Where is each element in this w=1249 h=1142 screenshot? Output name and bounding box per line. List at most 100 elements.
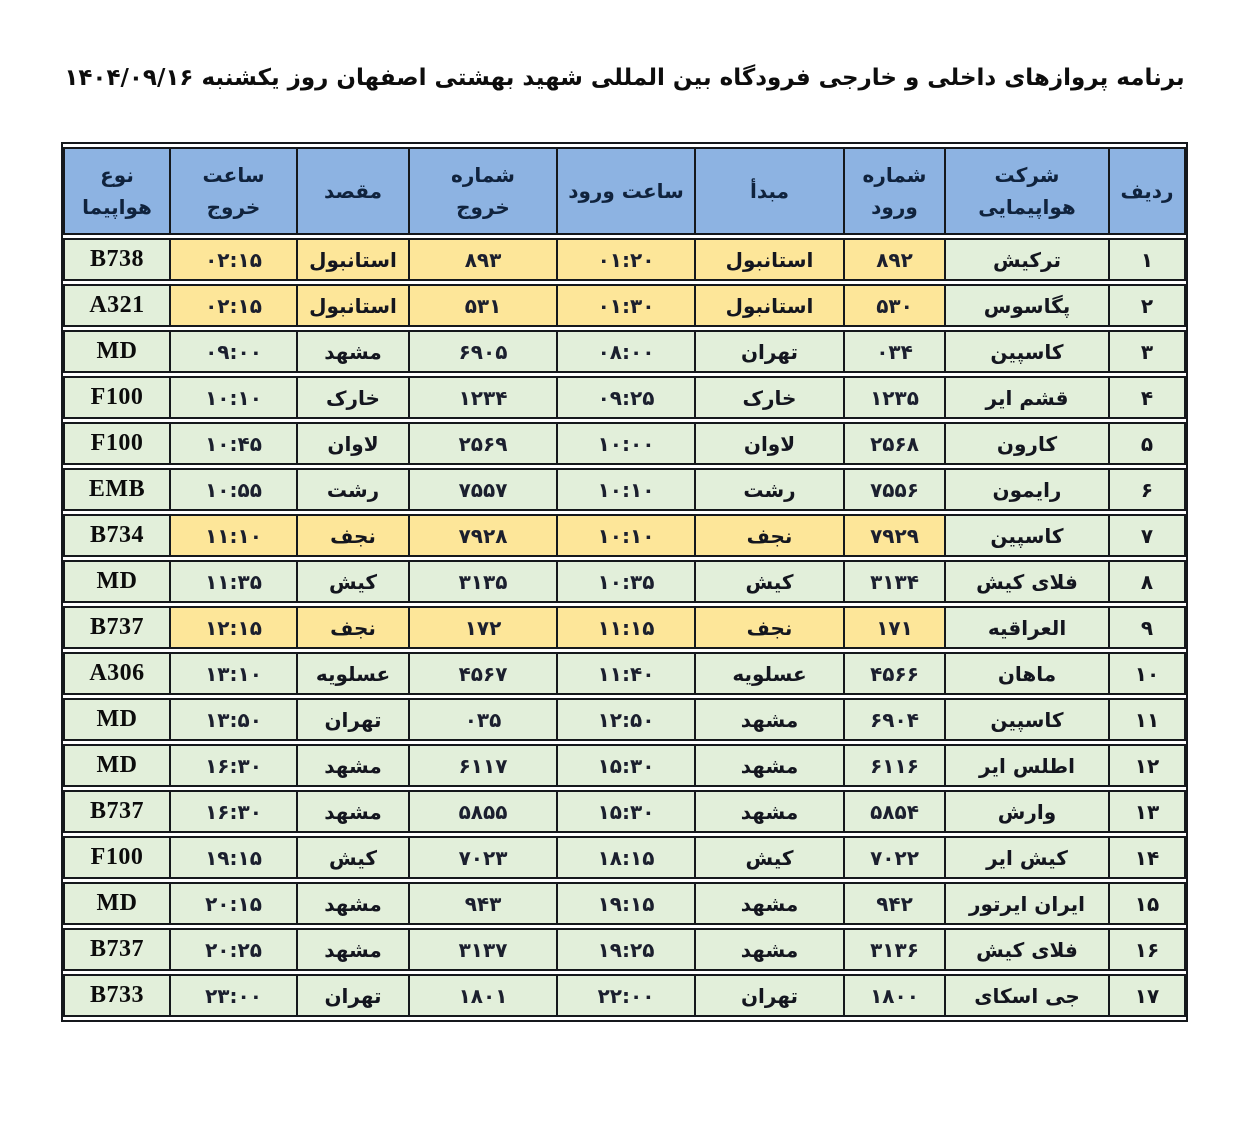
cell-airline: وارش bbox=[944, 790, 1108, 834]
cell-radif: ۱۶ bbox=[1108, 928, 1186, 972]
cell-arrival_no: ۶۹۰۴ bbox=[843, 698, 944, 742]
cell-departure_no: ۰۳۵ bbox=[408, 698, 556, 742]
cell-departure_no: ۱۲۳۴ bbox=[408, 376, 556, 420]
cell-radif: ۱۲ bbox=[1108, 744, 1186, 788]
flight-schedule-table: ردیف شرکت هواپیمایی شماره ورود مبدأ ساعت ورو… bbox=[63, 144, 1186, 1020]
flight-table-body: ۱ ترکیش ۸۹۲ استانبول ۰۱:۲۰ ۸۹۳ استانبول ۰۲:۱۵ B7… bbox=[63, 238, 1186, 1018]
cell-aircraft: MD bbox=[63, 882, 169, 926]
cell-departure_no: ۱۸۰۱ bbox=[408, 974, 556, 1018]
cell-aircraft: B737 bbox=[63, 928, 169, 972]
cell-airline: ماهان bbox=[944, 652, 1108, 696]
cell-arrival_time: ۱۰:۱۰ bbox=[556, 468, 694, 512]
cell-destination: تهران bbox=[296, 698, 408, 742]
column-header-departure_no: شماره خروج bbox=[408, 147, 556, 236]
cell-radif: ۸ bbox=[1108, 560, 1186, 604]
cell-origin: کیش bbox=[694, 836, 843, 880]
table-row: ۱۶ فلای کیش ۳۱۳۶ مشهد ۱۹:۲۵ ۳۱۳۷ مشهد ۲۰:۲۵ B737 bbox=[63, 928, 1186, 972]
cell-destination: مشهد bbox=[296, 928, 408, 972]
cell-airline: فلای کیش bbox=[944, 560, 1108, 604]
cell-radif: ۱۰ bbox=[1108, 652, 1186, 696]
cell-arrival_time: ۱۰:۰۰ bbox=[556, 422, 694, 466]
cell-aircraft: F100 bbox=[63, 836, 169, 880]
cell-departure_time: ۱۱:۱۰ bbox=[169, 514, 296, 558]
table-row: ۱۷ جی اسکای ۱۸۰۰ تهران ۲۲:۰۰ ۱۸۰۱ تهران ۲۳:۰۰ B7… bbox=[63, 974, 1186, 1018]
cell-arrival_time: ۱۱:۴۰ bbox=[556, 652, 694, 696]
cell-aircraft: B738 bbox=[63, 238, 169, 282]
cell-destination: کیش bbox=[296, 560, 408, 604]
cell-departure_time: ۱۰:۵۵ bbox=[169, 468, 296, 512]
cell-aircraft: B737 bbox=[63, 606, 169, 650]
cell-arrival_no: ۳۱۳۴ bbox=[843, 560, 944, 604]
cell-airline: رایمون bbox=[944, 468, 1108, 512]
cell-departure_time: ۱۶:۳۰ bbox=[169, 744, 296, 788]
table-row: ۱۳ وارش ۵۸۵۴ مشهد ۱۵:۳۰ ۵۸۵۵ مشهد ۱۶:۳۰ B737 bbox=[63, 790, 1186, 834]
table-row: ۱۵ ایران ایرتور ۹۴۲ مشهد ۱۹:۱۵ ۹۴۳ مشهد ۲۰:۱۵ MD bbox=[63, 882, 1186, 926]
cell-radif: ۹ bbox=[1108, 606, 1186, 650]
cell-airline: ترکیش bbox=[944, 238, 1108, 282]
cell-radif: ۵ bbox=[1108, 422, 1186, 466]
cell-departure_no: ۳۱۳۷ bbox=[408, 928, 556, 972]
cell-departure_no: ۹۴۳ bbox=[408, 882, 556, 926]
cell-aircraft: MD bbox=[63, 698, 169, 742]
cell-destination: مشهد bbox=[296, 790, 408, 834]
column-header-radif: ردیف bbox=[1108, 147, 1186, 236]
cell-destination: لاوان bbox=[296, 422, 408, 466]
cell-radif: ۱۵ bbox=[1108, 882, 1186, 926]
cell-departure_time: ۰۹:۰۰ bbox=[169, 330, 296, 374]
cell-arrival_time: ۱۲:۵۰ bbox=[556, 698, 694, 742]
column-header-departure_time: ساعت خروج bbox=[169, 147, 296, 236]
cell-radif: ۴ bbox=[1108, 376, 1186, 420]
cell-radif: ۲ bbox=[1108, 284, 1186, 328]
cell-radif: ۱۷ bbox=[1108, 974, 1186, 1018]
cell-destination: خارک bbox=[296, 376, 408, 420]
table-row: ۲ پگاسوس ۵۳۰ استانبول ۰۱:۳۰ ۵۳۱ استانبول ۰۲:۱۵ A… bbox=[63, 284, 1186, 328]
column-header-airline: شرکت هواپیمایی bbox=[944, 147, 1108, 236]
cell-departure_time: ۱۰:۱۰ bbox=[169, 376, 296, 420]
cell-departure_time: ۱۲:۱۵ bbox=[169, 606, 296, 650]
cell-departure_time: ۱۰:۴۵ bbox=[169, 422, 296, 466]
cell-arrival_no: ۵۳۰ bbox=[843, 284, 944, 328]
cell-radif: ۷ bbox=[1108, 514, 1186, 558]
cell-origin: استانبول bbox=[694, 238, 843, 282]
cell-aircraft: F100 bbox=[63, 376, 169, 420]
cell-destination: نجف bbox=[296, 606, 408, 650]
cell-arrival_no: ۷۰۲۲ bbox=[843, 836, 944, 880]
cell-airline: پگاسوس bbox=[944, 284, 1108, 328]
cell-arrival_time: ۱۰:۳۵ bbox=[556, 560, 694, 604]
cell-airline: قشم ایر bbox=[944, 376, 1108, 420]
cell-origin: مشهد bbox=[694, 928, 843, 972]
column-header-arrival_time: ساعت ورود bbox=[556, 147, 694, 236]
cell-departure_no: ۲۵۶۹ bbox=[408, 422, 556, 466]
cell-origin: خارک bbox=[694, 376, 843, 420]
cell-arrival_no: ۷۵۵۶ bbox=[843, 468, 944, 512]
cell-origin: مشهد bbox=[694, 882, 843, 926]
cell-destination: استانبول bbox=[296, 238, 408, 282]
cell-destination: تهران bbox=[296, 974, 408, 1018]
cell-origin: نجف bbox=[694, 606, 843, 650]
cell-arrival_no: ۱۷۱ bbox=[843, 606, 944, 650]
table-row: ۶ رایمون ۷۵۵۶ رشت ۱۰:۱۰ ۷۵۵۷ رشت ۱۰:۵۵ EMB bbox=[63, 468, 1186, 512]
cell-origin: کیش bbox=[694, 560, 843, 604]
cell-origin: نجف bbox=[694, 514, 843, 558]
cell-origin: مشهد bbox=[694, 744, 843, 788]
table-row: ۷ کاسپین ۷۹۲۹ نجف ۱۰:۱۰ ۷۹۲۸ نجف ۱۱:۱۰ B734 bbox=[63, 514, 1186, 558]
cell-arrival_time: ۰۸:۰۰ bbox=[556, 330, 694, 374]
cell-arrival_no: ۹۴۲ bbox=[843, 882, 944, 926]
table-row: ۱۴ کیش ایر ۷۰۲۲ کیش ۱۸:۱۵ ۷۰۲۳ کیش ۱۹:۱۵ F100 bbox=[63, 836, 1186, 880]
cell-aircraft: A306 bbox=[63, 652, 169, 696]
cell-departure_no: ۴۵۶۷ bbox=[408, 652, 556, 696]
cell-arrival_no: ۱۸۰۰ bbox=[843, 974, 944, 1018]
cell-origin: تهران bbox=[694, 330, 843, 374]
cell-arrival_time: ۱۵:۳۰ bbox=[556, 790, 694, 834]
cell-departure_no: ۷۰۲۳ bbox=[408, 836, 556, 880]
cell-arrival_no: ۴۵۶۶ bbox=[843, 652, 944, 696]
cell-destination: کیش bbox=[296, 836, 408, 880]
cell-radif: ۶ bbox=[1108, 468, 1186, 512]
cell-departure_no: ۵۸۵۵ bbox=[408, 790, 556, 834]
cell-arrival_time: ۱۹:۱۵ bbox=[556, 882, 694, 926]
cell-departure_no: ۵۳۱ bbox=[408, 284, 556, 328]
cell-destination: رشت bbox=[296, 468, 408, 512]
table-row: ۱۲ اطلس ایر ۶۱۱۶ مشهد ۱۵:۳۰ ۶۱۱۷ مشهد ۱۶:۳۰ MD bbox=[63, 744, 1186, 788]
cell-departure_no: ۶۹۰۵ bbox=[408, 330, 556, 374]
cell-departure_time: ۰۲:۱۵ bbox=[169, 284, 296, 328]
